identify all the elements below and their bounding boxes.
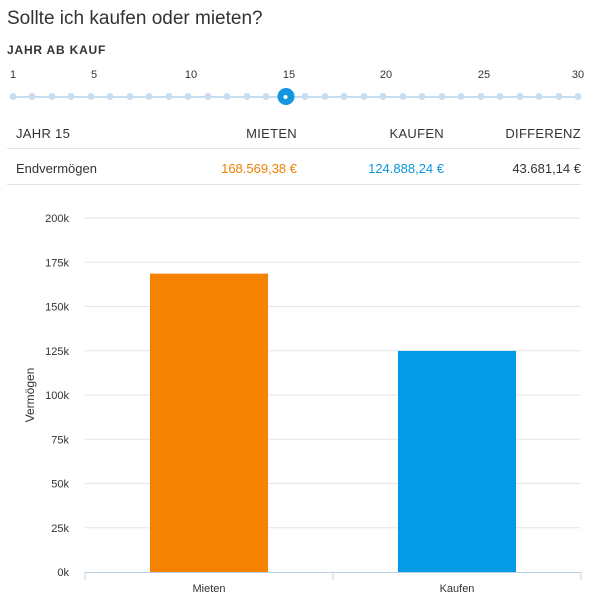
slider-step-dot[interactable]	[360, 93, 368, 100]
y-tick-label: 150k	[45, 302, 69, 314]
bar-kaufen	[397, 350, 517, 572]
slider-step-dot[interactable]	[223, 93, 231, 100]
slider-step-dot[interactable]	[535, 93, 543, 100]
slider-step-dot[interactable]	[243, 93, 251, 100]
x-tick-label: Mieten	[192, 583, 225, 595]
table-row-label: Endvermögen	[16, 161, 97, 176]
slider-step-dot[interactable]	[165, 93, 173, 100]
slider-step-dot[interactable]	[321, 93, 329, 100]
slider-step-dot[interactable]	[516, 93, 524, 100]
y-tick-label: 200k	[45, 213, 69, 225]
slider-step-dot[interactable]	[48, 93, 56, 100]
bar-chart: 0k 25k 50k 75k 100k 125k 150k 175k 200k Mieten Kau…	[23, 213, 582, 595]
y-tick-label: 25k	[51, 523, 69, 535]
slider-step-dot[interactable]	[477, 93, 485, 100]
slider-step-dot[interactable]	[184, 93, 192, 100]
slider-track[interactable]	[10, 96, 581, 98]
y-tick-label: 50k	[51, 479, 69, 491]
y-tick-label: 75k	[51, 434, 69, 446]
y-axis-label: Vermögen	[23, 368, 37, 423]
slider-step-dot[interactable]	[379, 93, 387, 100]
slider-step-dot[interactable]	[126, 93, 134, 100]
y-tick-label: 125k	[45, 346, 69, 358]
table-header-diff: DIFFERENZ	[505, 126, 581, 141]
slider-step-dot[interactable]	[262, 93, 270, 100]
slider-step-dot[interactable]	[340, 93, 348, 100]
table-header-year: JAHR 15	[16, 126, 71, 141]
slider-step-dot[interactable]	[399, 93, 407, 100]
slider-step-dot[interactable]	[28, 93, 36, 100]
slider-step-dot[interactable]	[457, 93, 465, 100]
slider-tick-label: 5	[90, 69, 98, 81]
bar-mieten	[149, 273, 269, 572]
slider-tick-label: 15	[282, 69, 296, 81]
table-cell-buy: 124.888,24 €	[368, 161, 444, 176]
slider-handle[interactable]	[277, 88, 295, 105]
slider-tick-label: 30	[571, 69, 585, 81]
slider-tick-label: 25	[477, 69, 491, 81]
slider-step-dot[interactable]	[145, 93, 153, 100]
table-cell-diff: 43.681,14 €	[512, 161, 581, 176]
slider-step-dot[interactable]	[301, 93, 309, 100]
slider-tick-label: 1	[9, 69, 17, 81]
slider-label: JAHR AB KAUF	[7, 43, 107, 57]
table-divider	[7, 148, 581, 149]
y-tick-label: 100k	[45, 390, 69, 402]
slider-step-dot[interactable]	[574, 93, 582, 100]
table-header-rent: MIETEN	[246, 126, 297, 141]
page-title: Sollte ich kaufen oder mieten?	[7, 8, 263, 29]
y-tick-label: 175k	[45, 257, 69, 269]
table-divider	[7, 184, 581, 185]
slider-step-dot[interactable]	[418, 93, 426, 100]
slider-step-dot[interactable]	[106, 93, 114, 100]
table-header-buy: KAUFEN	[389, 126, 444, 141]
slider-step-dot[interactable]	[9, 93, 17, 100]
slider-step-dot[interactable]	[555, 93, 563, 100]
slider-tick-label: 20	[379, 69, 393, 81]
x-tick-label: Kaufen	[440, 583, 475, 595]
table-cell-rent: 168.569,38 €	[221, 161, 297, 176]
slider-tick-label: 10	[184, 69, 198, 81]
y-tick-label: 0k	[57, 567, 69, 579]
slider-step-dot[interactable]	[438, 93, 446, 100]
slider-step-dot[interactable]	[87, 93, 95, 100]
slider-step-dot[interactable]	[496, 93, 504, 100]
slider-step-dot[interactable]	[204, 93, 212, 100]
slider-step-dot[interactable]	[67, 93, 75, 100]
